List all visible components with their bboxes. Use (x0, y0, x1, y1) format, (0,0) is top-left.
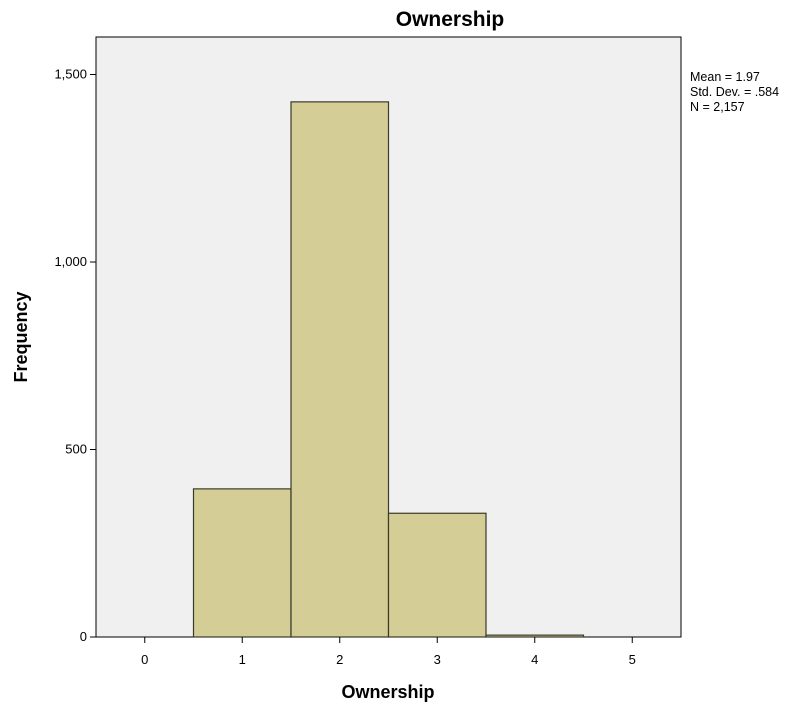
chart-title: Ownership (396, 8, 505, 31)
y-axis: 0 500 1,000 1,500 (54, 67, 96, 644)
histogram-bar-1 (192, 488, 292, 638)
histogram-bar-2 (290, 101, 390, 638)
histogram-bars (192, 101, 585, 638)
x-tick-label: 2 (336, 652, 343, 667)
x-tick-label: 0 (141, 652, 148, 667)
x-axis: 0 1 2 3 4 5 (141, 637, 636, 667)
y-tick-label: 0 (80, 629, 87, 644)
x-axis-label: Ownership (341, 682, 434, 702)
stat-mean: Mean = 1.97 (690, 70, 760, 84)
x-tick-label: 3 (434, 652, 441, 667)
stat-n: N = 2,157 (690, 100, 745, 114)
statistics-box: Mean = 1.97 Std. Dev. = .584 N = 2,157 (690, 70, 779, 114)
y-tick-label: 1,000 (54, 254, 87, 269)
x-tick-label: 1 (239, 652, 246, 667)
y-tick-label: 500 (65, 442, 87, 457)
x-tick-label: 4 (531, 652, 538, 667)
x-tick-label: 5 (629, 652, 636, 667)
histogram-bar-3 (387, 512, 487, 638)
stat-std-dev: Std. Dev. = .584 (690, 85, 779, 99)
histogram-bar-4 (485, 634, 585, 638)
y-tick-label: 1,500 (54, 67, 87, 82)
y-axis-label: Frequency (11, 291, 31, 382)
